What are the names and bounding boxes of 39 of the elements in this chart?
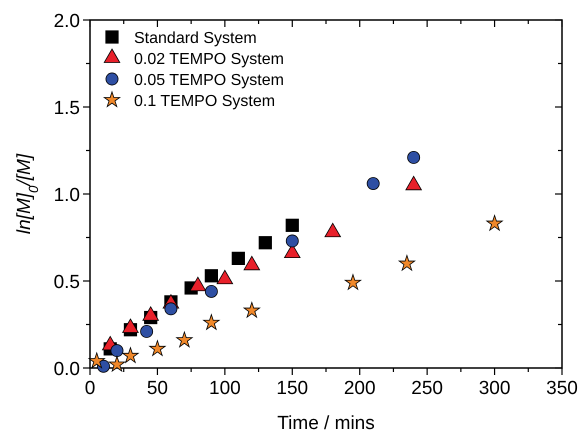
point xyxy=(407,151,420,164)
point xyxy=(204,269,218,282)
x-tick-label: 300 xyxy=(478,378,510,399)
x-tick-label: 50 xyxy=(146,378,168,399)
point xyxy=(164,302,178,316)
point xyxy=(176,332,193,348)
x-tick-label: 200 xyxy=(344,378,376,399)
point xyxy=(204,285,218,298)
point xyxy=(486,215,503,231)
point xyxy=(122,347,139,363)
point xyxy=(398,255,416,271)
legend-label: 0.05 TEMPO System xyxy=(134,72,284,89)
y-tick-label: 1.5 xyxy=(54,98,80,119)
point xyxy=(244,302,260,318)
x-tick-label: 350 xyxy=(546,378,578,399)
x-tick-label: 250 xyxy=(411,378,443,399)
x-tick-label: 150 xyxy=(276,378,308,399)
legend-label: 0.1 TEMPO System xyxy=(134,93,276,110)
y-tick-label: 1.0 xyxy=(54,185,80,206)
point xyxy=(344,274,362,290)
y-tick-label: 0.0 xyxy=(54,359,80,380)
point xyxy=(286,234,299,248)
point xyxy=(110,344,124,358)
point xyxy=(258,236,272,250)
point xyxy=(149,340,166,356)
point xyxy=(366,177,380,190)
x-tick-label: 100 xyxy=(209,378,241,399)
point xyxy=(88,352,105,368)
point xyxy=(286,218,299,232)
point xyxy=(140,325,154,338)
point xyxy=(203,314,220,330)
y-tick-label: 0.5 xyxy=(54,272,80,293)
point xyxy=(108,356,126,372)
legend-label: 0.02 TEMPO System xyxy=(134,51,284,68)
x-axis-title: Time / mins xyxy=(277,413,375,434)
point xyxy=(232,252,245,265)
y-tick-label: 2.0 xyxy=(54,11,80,32)
legend-label: Standard System xyxy=(134,30,257,47)
x-tick-label: 0 xyxy=(84,378,96,399)
